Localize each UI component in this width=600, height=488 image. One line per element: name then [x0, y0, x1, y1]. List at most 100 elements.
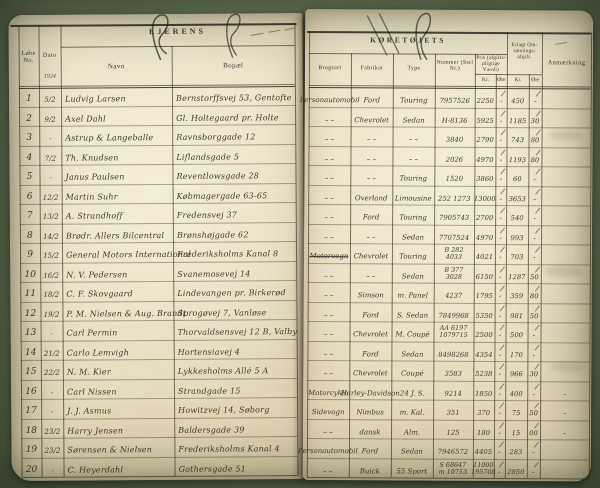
cell-name: C. Heyerdahl	[67, 464, 124, 475]
cell-name: Carl Nissen	[66, 386, 117, 397]
cell-tax-ore: -	[527, 381, 540, 401]
cell-number: 7905743	[438, 213, 470, 222]
cell-make: – –	[366, 154, 377, 163]
cell-make: – –	[366, 174, 376, 183]
ledger-row: 15 22/2 N. M. Kier Lykkesholms Allé 5 A	[11, 358, 305, 380]
cell-type: Sedan	[401, 272, 424, 281]
cell-name: A. Strandhoff	[65, 211, 123, 221]
cell-name: Martin Suhr	[65, 191, 118, 202]
pen-tick-icon	[534, 305, 540, 312]
cell-date: 19/2	[43, 310, 60, 319]
cell-type: m. Kal.	[399, 408, 425, 417]
cell-make: – –	[366, 135, 377, 144]
cell-name: Astrup & Langeballe	[65, 133, 154, 143]
ledger-row: – – – – – – 2026 4970-1193 80	[304, 146, 592, 167]
cell-price-ore: -	[496, 108, 507, 128]
cell-make: Harley-Davidson	[340, 388, 400, 398]
cell-tax-kr: 1193	[508, 155, 527, 164]
cell-name: Axel Dahl	[65, 113, 106, 124]
cell-number: H-8136	[441, 116, 468, 125]
cell-name: P. M. Nielsen & Aug. Brandt	[66, 308, 187, 319]
cell-type: Touring	[399, 213, 427, 222]
pen-tick-icon	[499, 324, 505, 331]
cell-make: Chevrolet	[352, 369, 388, 378]
cell-date: 14/2	[43, 232, 59, 241]
cell-number: 9214	[444, 389, 462, 398]
cell-price-ore: -	[495, 186, 506, 206]
cell-number: 7849968	[438, 311, 469, 320]
cell-remark	[541, 166, 590, 186]
cell-use: – –	[324, 271, 334, 280]
cell-no: 3	[26, 132, 33, 143]
ledger-row: – – – – Touring 1520 3860-60-	[304, 165, 592, 186]
cell-tax-kr: 500	[510, 331, 524, 340]
cell-remark	[541, 303, 590, 323]
cell-use: – –	[324, 213, 334, 222]
cell-price-kr: 5238	[475, 369, 493, 378]
cell-tax-ore: -	[527, 322, 540, 342]
ledger-row: 6 12/2 Martin Suhr Købmagergade 63-65	[10, 183, 304, 205]
cell-no: 2	[26, 113, 32, 124]
cell-tax-ore: 50	[527, 400, 540, 420]
cell-tax-kr: 170	[509, 350, 523, 359]
cell-type: Sedan	[400, 447, 423, 456]
pen-tick-icon	[498, 402, 505, 409]
cell-no: 19	[25, 444, 38, 455]
cell-no: 17	[25, 405, 37, 416]
pen-tick-icon	[499, 285, 505, 292]
cell-price-kr: 4354	[475, 350, 493, 359]
ledger-row: 14 21/2 Carlo Lemvigh Hortensiavej 4	[11, 338, 305, 360]
pen-tick-icon	[534, 344, 540, 351]
right-page: KØRETØJETS Brugsart Fabrikat Type Nummer…	[298, 9, 594, 482]
cell-residence: Strandgade 15	[177, 385, 241, 396]
cell-tax-ore: -	[527, 342, 540, 362]
ledger-row: Motorcykle Harley-Davidson 24 J. S. 9214 185…	[303, 379, 591, 400]
cell-price-ore: -	[495, 302, 506, 322]
cell-make: dansk	[359, 427, 381, 436]
ledger-row: Personautomobil Ford Touring 7957526 2250-45…	[300, 87, 593, 108]
cell-number: AA 6197 1079715	[439, 323, 468, 339]
cell-use: – –	[324, 193, 334, 202]
cell-tax-kr: 400	[509, 389, 523, 398]
cell-date: 7/2	[44, 154, 57, 163]
cell-use: – –	[324, 154, 335, 163]
cell-type: Touring	[399, 252, 427, 261]
cell-remark	[540, 361, 589, 381]
ledger-row: 11 18/2 C. F. Skovgaard Lindevangen pr. Bir…	[10, 280, 304, 302]
cell-price-kr: 1850	[475, 389, 493, 398]
cell-price-ore: -	[495, 205, 506, 225]
cell-residence: Frederiksholms Kanal 8	[177, 249, 279, 259]
cell-tax-kr: 75	[511, 409, 521, 418]
cell-no: 7	[26, 210, 33, 221]
pen-tick-icon	[500, 129, 506, 136]
cell-name: General Motors International	[66, 249, 191, 260]
pen-tick-icon	[535, 149, 541, 156]
pen-tick-icon	[499, 363, 505, 370]
cell-tax-kr: 283	[509, 448, 523, 457]
cell-residence: Lykkesholms Allé 5 A	[177, 366, 269, 376]
cell-price-kr: 4970	[475, 233, 494, 242]
ledger-row: 12 19/2 P. M. Nielsen & Aug. Brandt Sprogøv…	[10, 299, 304, 321]
cell-price-kr: 4970	[476, 155, 494, 164]
cell-number: S 68647 m 10753	[438, 460, 468, 476]
ledger-row: – – Ford S. Sedan 7849968 5350-981 50	[304, 301, 592, 322]
cell-use: – –	[323, 349, 334, 358]
cell-type: Sedan	[401, 350, 424, 359]
ledger-row: 9 15/2 General Motors International Frederi…	[10, 241, 304, 263]
cell-price-ore: -	[495, 263, 506, 283]
cell-type: Sedan	[401, 233, 425, 242]
cell-remark: -	[563, 389, 566, 398]
pen-tick-icon	[498, 460, 504, 468]
cell-date: -	[50, 407, 54, 416]
cell-residence: Fredensvej 37	[176, 210, 238, 220]
cell-make: Ford	[361, 447, 379, 456]
cell-name: N. M. Kier	[66, 367, 111, 377]
cell-make: Ford	[362, 349, 379, 358]
cell-number: 1520	[445, 174, 464, 183]
cell-number: 7957526	[439, 96, 470, 105]
cell-tax-kr: 540	[510, 214, 524, 223]
pen-tick-icon	[533, 441, 539, 448]
cell-tax-ore: 00	[527, 420, 540, 440]
cell-use: Sidevogn	[311, 408, 345, 417]
cell-name: C. F. Skovgaard	[66, 289, 133, 299]
